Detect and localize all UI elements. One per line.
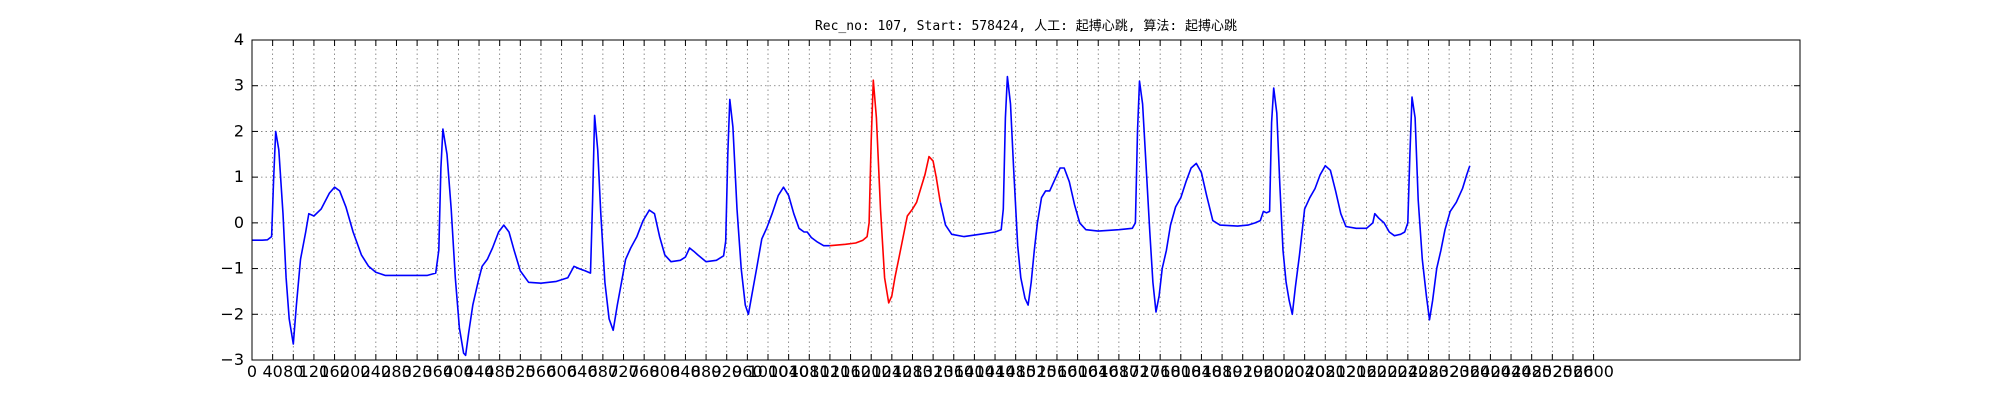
x-tick-label: 2480 <box>1511 362 1552 381</box>
x-tick-label: 1080 <box>789 362 830 381</box>
y-tick-label: −1 <box>220 259 244 278</box>
x-tick-label: 720 <box>608 362 639 381</box>
x-tick-label: 1920 <box>1222 362 1263 381</box>
x-tick-label: 1680 <box>1099 362 1140 381</box>
x-tick-label: 1120 <box>810 362 851 381</box>
y-tick-label: 1 <box>234 167 244 186</box>
x-tick-label: 600 <box>546 362 577 381</box>
x-tick-label: 280 <box>381 362 412 381</box>
x-tick-label: 560 <box>526 362 557 381</box>
y-tick-label: 4 <box>234 30 244 49</box>
y-tick-label: −3 <box>220 350 244 369</box>
x-tick-label: 1160 <box>830 362 871 381</box>
x-tick-label: 2520 <box>1532 362 1573 381</box>
x-tick-label: 520 <box>505 362 536 381</box>
x-tick-label: 1840 <box>1181 362 1222 381</box>
x-tick-label: 1360 <box>933 362 974 381</box>
x-tick-label: 2000 <box>1264 362 1305 381</box>
x-tick-label: 2240 <box>1387 362 1428 381</box>
x-tick-label: 1240 <box>871 362 912 381</box>
x-tick-label: 1200 <box>851 362 892 381</box>
x-tick-label: 40 <box>262 362 282 381</box>
x-tick-label: 1560 <box>1037 362 1078 381</box>
x-tick-label: 0 <box>247 362 257 381</box>
x-axis-tick-labels: 0 40 8012016020024028032036040044048052056… <box>247 362 1614 381</box>
x-tick-label: 1320 <box>913 362 954 381</box>
x-tick-label: 2120 <box>1326 362 1367 381</box>
series-line-1 <box>252 98 830 357</box>
x-tick-label: 2040 <box>1284 362 1325 381</box>
x-tick-label: 2360 <box>1449 362 1490 381</box>
x-tick-label: 2320 <box>1429 362 1470 381</box>
x-tick-label: 1960 <box>1243 362 1284 381</box>
x-tick-label: 400 <box>443 362 474 381</box>
x-tick-label: 680 <box>588 362 619 381</box>
x-tick-label: 2280 <box>1408 362 1449 381</box>
x-tick-label: 920 <box>711 362 742 381</box>
x-tick-label: 320 <box>402 362 433 381</box>
grid-lines <box>252 40 1800 360</box>
x-tick-label: 2560 <box>1553 362 1594 381</box>
x-tick-label: 840 <box>670 362 701 381</box>
x-tick-label: 2600 <box>1573 362 1614 381</box>
series-line-2 <box>829 79 942 304</box>
x-tick-label: 1800 <box>1160 362 1201 381</box>
plot-frame <box>251 39 1801 361</box>
x-tick-label: 160 <box>319 362 350 381</box>
series-layer <box>252 75 1471 357</box>
x-tick-label: 1280 <box>892 362 933 381</box>
x-tick-label: 440 <box>464 362 495 381</box>
y-tick-label: 2 <box>234 121 244 140</box>
x-tick-label: 800 <box>650 362 681 381</box>
x-tick-label: 480 <box>484 362 515 381</box>
x-tick-label: 360 <box>422 362 453 381</box>
x-tick-label: 1480 <box>995 362 1036 381</box>
x-tick-label: 2160 <box>1346 362 1387 381</box>
y-tick-label: 3 <box>234 76 244 95</box>
x-tick-label: 200 <box>340 362 371 381</box>
x-tick-label: 1640 <box>1078 362 1119 381</box>
x-tick-label: 1040 <box>768 362 809 381</box>
axis-ticks <box>251 39 1800 361</box>
x-tick-label: 1440 <box>975 362 1016 381</box>
x-tick-label: 1600 <box>1057 362 1098 381</box>
x-tick-label: 1720 <box>1119 362 1160 381</box>
x-tick-label: 1400 <box>954 362 995 381</box>
x-tick-label: 960 <box>732 362 763 381</box>
y-axis-tick-labels: −3 −2 −1 0 1 2 3 4 <box>220 30 244 369</box>
x-tick-label: 120 <box>299 362 330 381</box>
x-tick-label: 1520 <box>1016 362 1057 381</box>
x-tick-label: 760 <box>629 362 660 381</box>
x-tick-label: 2080 <box>1305 362 1346 381</box>
x-tick-label: 2400 <box>1470 362 1511 381</box>
y-tick-label: 0 <box>234 213 244 232</box>
x-tick-label: 1760 <box>1140 362 1181 381</box>
x-tick-label: 2440 <box>1491 362 1532 381</box>
x-tick-label: 80 <box>283 362 303 381</box>
series-line-3 <box>939 75 1471 321</box>
y-tick-label: −2 <box>220 304 244 323</box>
chart-title: Rec_no: 107, Start: 578424, 人工: 起搏心跳, 算法… <box>815 18 1237 34</box>
x-tick-label: 1880 <box>1202 362 1243 381</box>
x-tick-label: 2200 <box>1367 362 1408 381</box>
x-tick-label: 1000 <box>748 362 789 381</box>
x-tick-label: 880 <box>691 362 722 381</box>
x-tick-label: 640 <box>567 362 598 381</box>
x-tick-label: 240 <box>361 362 392 381</box>
